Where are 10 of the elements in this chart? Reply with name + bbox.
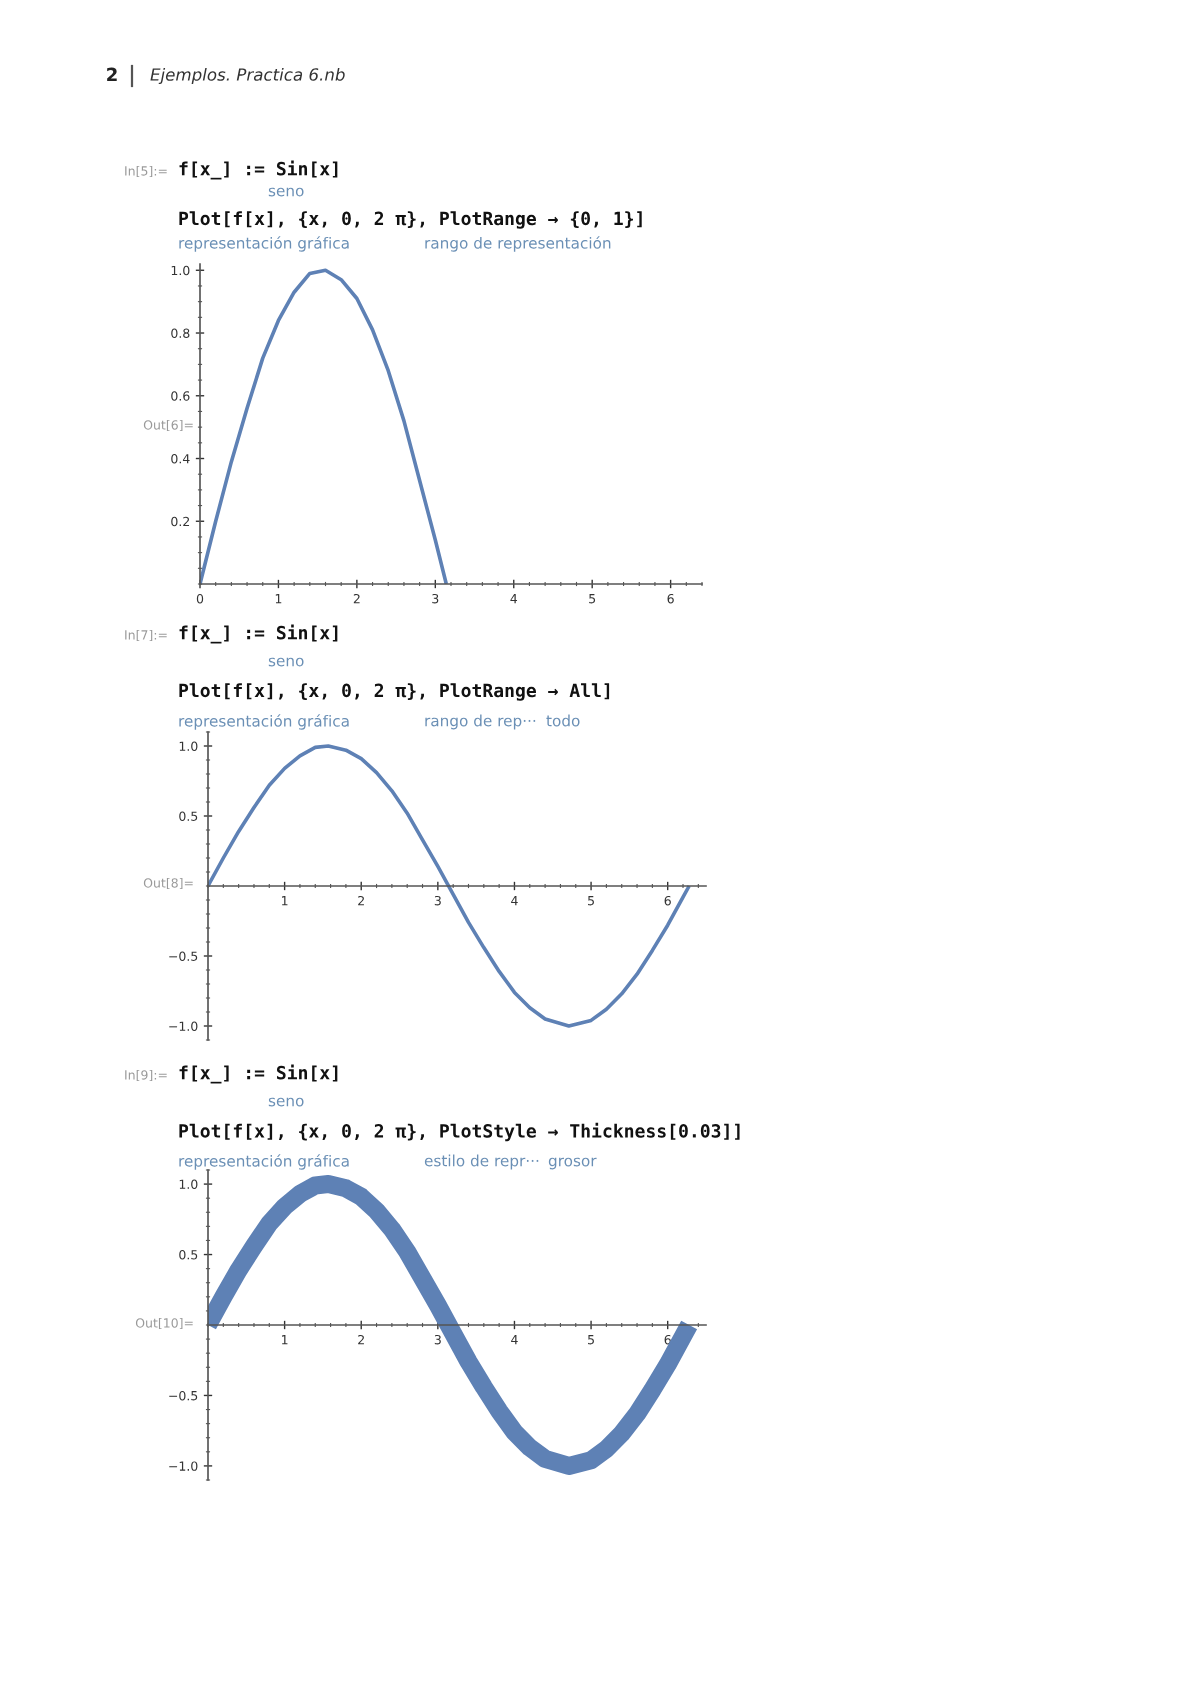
text: Ejemplos. Practica 6.nb bbox=[150, 67, 345, 85]
line-series bbox=[208, 744, 691, 1028]
text: Plot[f[x], {x, 0, 2 π}, PlotRange → All] bbox=[179, 683, 610, 701]
text: f[x_] := Sin[x] bbox=[179, 160, 338, 180]
text: 2 bbox=[107, 67, 117, 81]
text: Plot[f[x], {x, 0, 2 π}, PlotRange → {0, 1}] bbox=[179, 211, 642, 229]
line-series bbox=[200, 268, 449, 584]
text: Plot[f[x], {x, 0, 2 π}, PlotStyle → Thickness[0.03]] bbox=[179, 1122, 740, 1142]
text: f[x_] := Sin[x] bbox=[179, 1064, 338, 1084]
text: f[x_] := Sin[x] bbox=[179, 624, 338, 644]
